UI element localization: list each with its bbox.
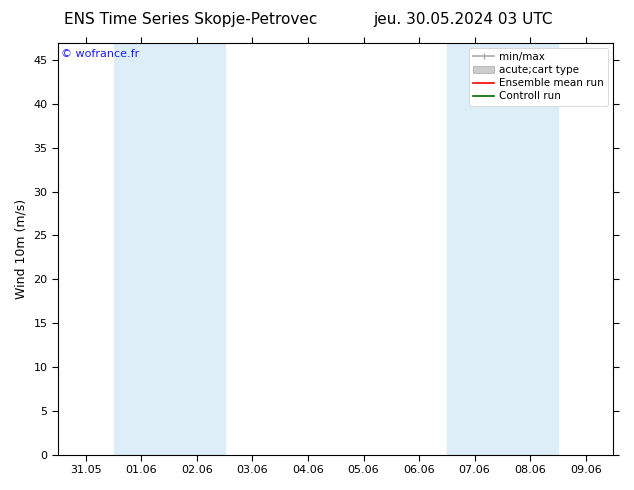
Text: © wofrance.fr: © wofrance.fr	[61, 49, 139, 59]
Legend: min/max, acute;cart type, Ensemble mean run, Controll run: min/max, acute;cart type, Ensemble mean …	[469, 48, 608, 105]
Text: ENS Time Series Skopje-Petrovec: ENS Time Series Skopje-Petrovec	[63, 12, 317, 27]
Text: jeu. 30.05.2024 03 UTC: jeu. 30.05.2024 03 UTC	[373, 12, 553, 27]
Bar	[113, 43, 224, 455]
Y-axis label: Wind 10m (m/s): Wind 10m (m/s)	[15, 198, 28, 299]
Bar	[447, 43, 558, 455]
